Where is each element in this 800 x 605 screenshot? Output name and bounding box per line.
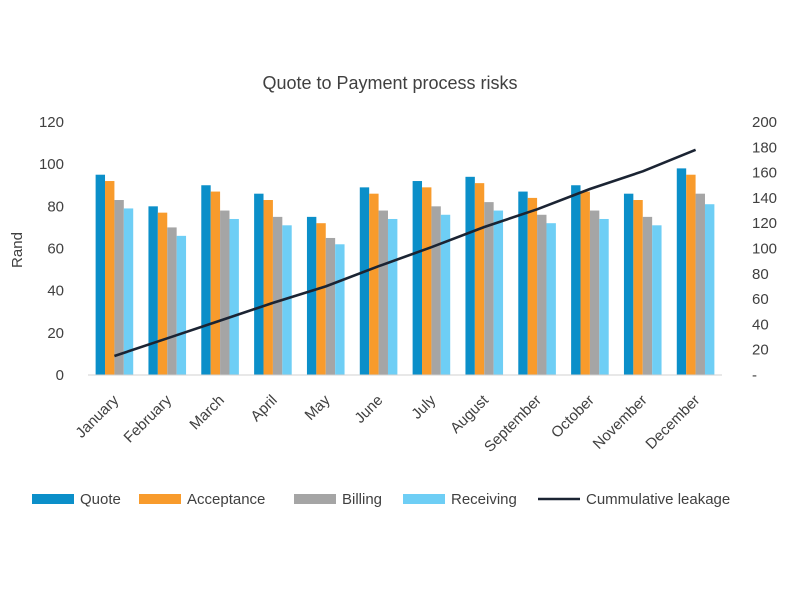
bar-billing-december [695,193,705,375]
bar-acceptance-december [686,174,696,375]
y2-tick-label: 120 [752,215,777,232]
x-tick-label: November [590,392,651,453]
y-tick-label: 40 [47,283,64,300]
bar-acceptance-may [316,223,326,375]
x-tick-label: October [548,392,598,442]
y2-tick-label: 20 [752,342,769,359]
bar-quote-october [571,185,581,375]
legend-label-cummulative-leakage: Cummulative leakage [586,491,730,508]
y2-tick-label: 140 [752,190,777,207]
bar-acceptance-november [633,200,643,375]
bar-billing-june [378,210,388,375]
bar-quote-march [201,185,211,375]
bar-quote-may [306,216,317,375]
y-tick-label: 20 [47,325,64,342]
bar-receiving-march [229,218,239,375]
bar-receiving-june [387,218,398,375]
legend-swatch-quote [32,494,74,504]
bar-billing-april [272,216,283,375]
bar-acceptance-march [210,191,221,375]
bar-billing-may [325,237,336,375]
bar-acceptance-april [263,200,273,375]
y-tick-label: 120 [39,114,64,131]
x-tick-label: September [481,392,545,456]
bar-receiving-august [493,210,504,375]
bar-billing-march [220,210,230,375]
bar-billing-september [537,214,547,375]
bar-billing-july [431,206,441,375]
y-tick-label: 100 [39,156,64,173]
bar-receiving-april [282,225,292,375]
bar-receiving-july [440,214,451,375]
y2-tick-label: 40 [752,316,769,333]
bar-receiving-september [546,223,556,375]
bar-billing-january [114,200,124,375]
y-tick-label: 60 [47,241,64,258]
bar-quote-september [518,191,528,375]
bar-acceptance-february [157,212,168,375]
bar-billing-february [167,227,177,375]
bar-billing-october [589,210,600,375]
bar-quote-august [465,176,475,375]
bar-quote-december [676,168,687,375]
bar-quote-april [254,193,264,375]
x-tick-label: August [447,391,493,437]
y2-tick-label: 60 [752,291,769,308]
x-tick-label: December [642,392,703,453]
x-tick-label: June [351,392,386,427]
bar-quote-november [623,193,634,375]
bar-acceptance-september [527,197,538,375]
legend-label-receiving: Receiving [451,491,517,508]
bar-billing-august [484,202,494,375]
legend-swatch-receiving [403,494,445,504]
chart-title: Quote to Payment process risks [262,73,517,93]
bar-acceptance-june [369,193,379,375]
x-tick-label: July [408,391,439,422]
bar-receiving-november [652,225,662,375]
bar-acceptance-october [580,191,590,375]
bar-quote-july [412,181,423,375]
x-tick-label: January [72,391,122,441]
x-tick-label: April [248,392,281,425]
legend-swatch-billing [294,494,336,504]
legend-label-acceptance: Acceptance [187,491,265,508]
bar-acceptance-july [422,187,432,375]
legend-label-quote: Quote [80,491,121,508]
bar-receiving-december [704,204,715,375]
y2-tick-label: - [752,367,757,384]
bar-receiving-october [599,218,609,375]
y2-tick-label: 100 [752,241,777,258]
x-tick-label: February [121,391,176,446]
y2-tick-label: 180 [752,139,777,156]
bar-quote-february [148,206,158,375]
bar-receiving-january [123,208,134,375]
y2-tick-label: 80 [752,266,769,283]
bar-acceptance-january [105,181,115,375]
plot-area: 0 20 40 60 80 100 120 - 20 40 60 80 100 120 140 160 180 2… [39,114,777,456]
line-cummulative-leakage [113,148,697,358]
bar-billing-november [642,216,653,375]
bar-quote-june [359,187,370,375]
x-tick-label: March [186,392,227,433]
bar-quote-january [95,174,106,375]
y2-tick-label: 160 [752,165,777,182]
legend-label-billing: Billing [342,491,382,508]
y-tick-label: 0 [56,367,64,384]
legend: Quote Acceptance Billing Receiving Cummulati… [32,491,730,508]
bar-receiving-may [335,244,345,375]
legend-swatch-acceptance [139,494,181,504]
bar-acceptance-august [474,183,485,375]
y2-tick-label: 200 [752,114,777,131]
y-axis-label: Rand [9,232,26,268]
bar-receiving-february [176,235,187,375]
y-tick-label: 80 [47,198,64,215]
x-tick-label: May [302,391,334,423]
